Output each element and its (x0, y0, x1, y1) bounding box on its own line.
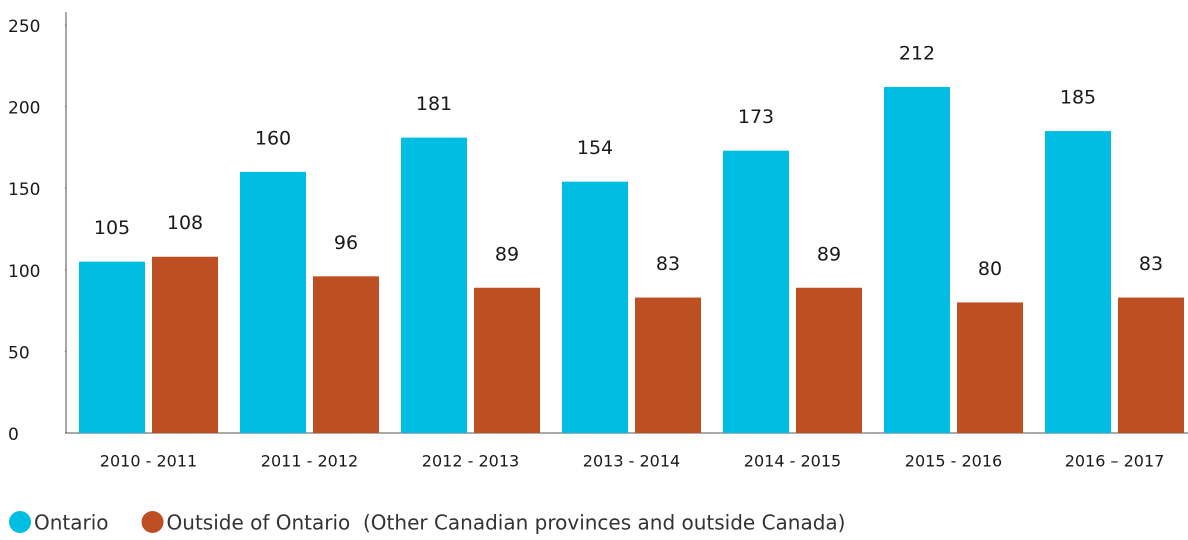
bar (79, 261, 145, 433)
bar (313, 276, 379, 433)
y-tick-label: 0 (8, 425, 19, 445)
bar (796, 287, 862, 433)
legend-label: Outside of Ontario (Other Canadian provi… (167, 511, 846, 535)
data-label: 108 (167, 212, 203, 234)
data-label: 154 (577, 137, 613, 159)
x-tick-label: 2013 - 2014 (583, 452, 680, 471)
y-tick-label: 50 (8, 343, 30, 363)
bar (240, 171, 306, 433)
data-label: 83 (1139, 253, 1163, 275)
x-tick-label: 2011 - 2012 (261, 452, 358, 471)
legend-swatch (9, 511, 31, 533)
bar (562, 181, 628, 433)
y-tick-label: 150 (8, 180, 40, 200)
legend-swatch (141, 511, 164, 533)
bar (1045, 131, 1111, 433)
data-label: 181 (416, 93, 452, 115)
x-tick-label: 2016 – 2017 (1065, 452, 1165, 471)
data-label: 80 (978, 258, 1002, 280)
data-label: 89 (495, 243, 519, 265)
bar (635, 297, 701, 433)
x-tick-label: 2014 - 2015 (744, 452, 841, 471)
data-label: 89 (817, 243, 841, 265)
data-label: 185 (1060, 87, 1096, 109)
bar (401, 137, 467, 433)
x-tick-label: 2010 - 2011 (100, 452, 197, 471)
bar (1118, 297, 1184, 433)
bar (884, 87, 950, 434)
legend-label: Ontario (34, 511, 109, 535)
y-tick-label: 100 (8, 262, 40, 282)
data-label: 96 (334, 232, 358, 254)
y-tick-label: 250 (8, 17, 40, 37)
bar (723, 150, 789, 433)
data-label: 212 (899, 43, 935, 65)
data-label: 173 (738, 106, 774, 128)
data-label: 105 (94, 217, 130, 239)
bar (957, 302, 1023, 433)
x-tick-label: 2012 - 2013 (422, 452, 519, 471)
bar (152, 256, 218, 433)
data-label: 160 (255, 127, 291, 149)
y-tick-label: 200 (8, 99, 40, 119)
x-tick-label: 2015 - 2016 (905, 452, 1002, 471)
bar (474, 287, 540, 433)
data-label: 83 (656, 253, 680, 275)
